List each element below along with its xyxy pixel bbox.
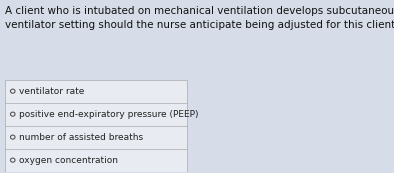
Text: positive end-expiratory pressure (PEEP): positive end-expiratory pressure (PEEP) — [19, 110, 199, 119]
Text: ventilator rate: ventilator rate — [19, 87, 85, 96]
FancyBboxPatch shape — [5, 80, 187, 172]
Text: oxygen concentration: oxygen concentration — [19, 156, 118, 165]
Text: A client who is intubated on mechanical ventilation develops subcutaneous emphys: A client who is intubated on mechanical … — [5, 7, 394, 30]
Text: number of assisted breaths: number of assisted breaths — [19, 133, 143, 142]
